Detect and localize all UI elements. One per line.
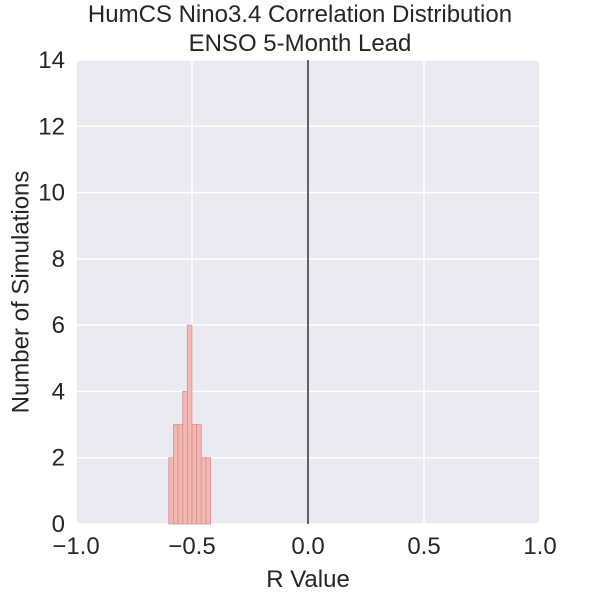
histogram-bar <box>186 324 193 525</box>
x-tick-label: 0.0 <box>291 533 324 560</box>
chart-title-line-1: HumCS Nino3.4 Correlation Distribution <box>87 1 513 28</box>
y-tick-label: 10 <box>38 180 65 207</box>
chart-title-line-2: ENSO 5-Month Lead <box>188 30 412 57</box>
histogram-bar <box>205 457 211 525</box>
histogram-bar <box>182 391 188 525</box>
y-tick-label: 12 <box>38 113 65 140</box>
x-tick-label: 0.5 <box>407 533 440 560</box>
y-tick-label: 6 <box>52 312 65 339</box>
histogram-bar <box>191 424 198 525</box>
x-tick-labels: −1.0 −0.5 0.0 0.5 1.0 <box>52 533 556 560</box>
x-tick-label: −0.5 <box>168 533 215 560</box>
histogram-bar <box>177 424 184 525</box>
y-tick-label: 4 <box>52 378 65 405</box>
y-axis-label: Number of Simulations <box>7 171 34 414</box>
x-axis-label: R Value <box>266 566 350 593</box>
histogram-bar <box>173 424 179 525</box>
histogram-bars <box>168 324 211 525</box>
histogram-bar <box>168 457 174 525</box>
x-tick-label: −1.0 <box>52 533 99 560</box>
y-tick-label: 8 <box>52 246 65 273</box>
y-tick-label: 14 <box>38 47 65 74</box>
y-tick-labels: 0 2 4 6 8 10 12 14 <box>38 47 65 538</box>
y-tick-label: 0 <box>52 511 65 538</box>
y-tick-label: 2 <box>52 445 65 472</box>
x-tick-label: 1.0 <box>523 533 556 560</box>
histogram-bar <box>200 457 207 525</box>
histogram-bar <box>196 424 202 525</box>
